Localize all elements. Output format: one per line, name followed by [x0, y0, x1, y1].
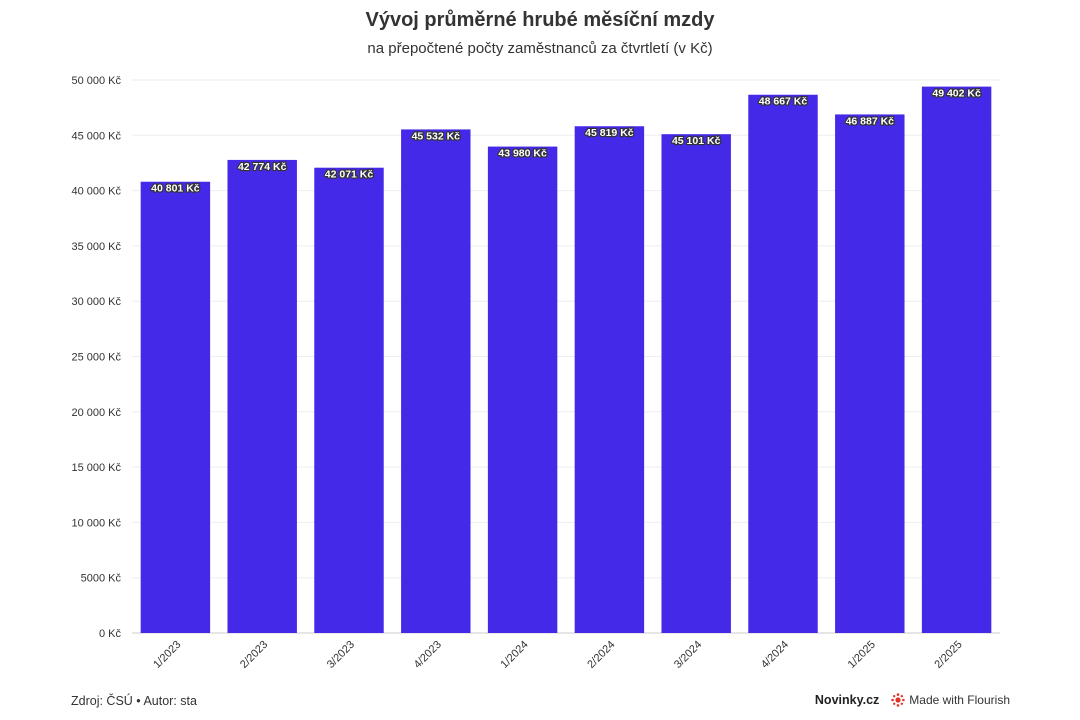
x-tick-label: 1/2024	[498, 639, 530, 671]
data-label: 42 774 Kč	[238, 161, 287, 173]
brand-logo[interactable]: Novinky.cz	[814, 693, 880, 707]
flourish-icon	[891, 693, 905, 707]
y-tick-label: 0 Kč	[99, 628, 122, 640]
y-tick-label: 50 000 Kč	[71, 75, 121, 87]
x-tick-label: 4/2024	[759, 639, 791, 671]
footer-branding: Novinky.cz Made with Flourish	[815, 693, 1010, 707]
y-tick-label: 20 000 Kč	[71, 407, 121, 419]
data-label: 42 071 Kč	[325, 169, 374, 181]
bar[interactable]	[661, 134, 731, 634]
bar[interactable]	[748, 94, 818, 633]
x-tick-label: 3/2024	[672, 639, 704, 671]
x-tick-label: 2/2023	[238, 639, 270, 671]
y-tick-label: 10 000 Kč	[71, 517, 121, 529]
y-tick-label: 25 000 Kč	[71, 352, 121, 364]
x-tick-label: 1/2025	[846, 639, 878, 671]
data-label: 40 801 Kč	[151, 183, 200, 195]
x-axis: 1/2023 2/2023 3/2023 4/2023 1/2024 2/2024 3/20…	[151, 639, 964, 671]
data-labels: 40 801 Kč 42 774 Kč 42 071 Kč 45 532 Kč 43 9…	[150, 86, 982, 196]
data-label: 46 887 Kč	[846, 115, 895, 127]
bar[interactable]	[574, 126, 645, 634]
chart-subtitle: na přepočtené počty zaměstnanců za čtvrt…	[367, 40, 713, 57]
y-tick-label: 35 000 Kč	[71, 241, 121, 253]
x-tick-label: 1/2023	[151, 639, 183, 671]
data-label: 48 667 Kč	[759, 96, 808, 108]
bar[interactable]	[140, 181, 211, 633]
bar[interactable]	[401, 129, 471, 633]
y-tick-label: 5000 Kč	[81, 573, 122, 585]
bar[interactable]	[314, 167, 384, 633]
x-tick-label: 2/2024	[585, 639, 617, 671]
data-label: 45 101 Kč	[672, 135, 721, 147]
made-with-flourish-link[interactable]: Made with Flourish	[891, 693, 1010, 707]
x-tick-label: 3/2023	[325, 639, 357, 671]
data-label: 45 532 Kč	[412, 130, 461, 142]
x-tick-label: 2/2025	[932, 639, 964, 671]
bar-chart: 0 Kč 5000 Kč 10 000 Kč 15 000 Kč 20 000 Kč 25…	[71, 75, 1000, 671]
bars	[140, 86, 992, 634]
made-with-flourish-label: Made with Flourish	[909, 693, 1010, 707]
chart-title: Vývoj průměrné hrubé měsíční mzdy	[365, 9, 715, 31]
bar[interactable]	[227, 159, 297, 633]
y-tick-label: 30 000 Kč	[71, 296, 121, 308]
source-credit: Zdroj: ČSÚ • Autor: sta	[71, 694, 197, 708]
y-tick-label: 40 000 Kč	[71, 186, 121, 198]
data-label: 43 980 Kč	[498, 148, 547, 160]
y-tick-label: 15 000 Kč	[71, 462, 121, 474]
bar[interactable]	[835, 114, 905, 633]
bar[interactable]	[921, 86, 992, 633]
data-label: 49 402 Kč	[932, 88, 981, 100]
x-tick-label: 4/2023	[412, 639, 444, 671]
y-axis: 0 Kč 5000 Kč 10 000 Kč 15 000 Kč 20 000 Kč 25…	[71, 75, 121, 640]
bar[interactable]	[487, 146, 558, 633]
y-tick-label: 45 000 Kč	[71, 130, 121, 142]
data-label: 45 819 Kč	[585, 127, 634, 139]
